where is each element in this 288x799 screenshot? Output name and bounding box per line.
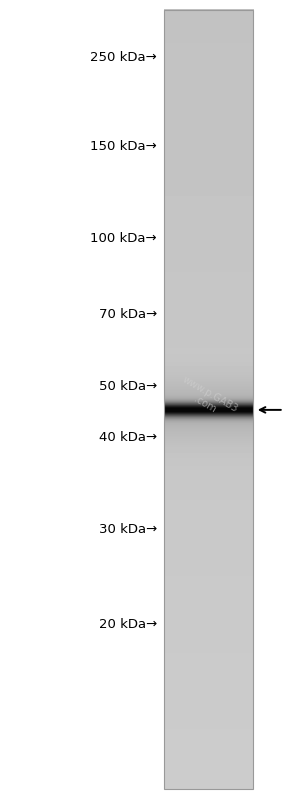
Text: 150 kDa→: 150 kDa→ <box>90 140 157 153</box>
Text: www.p.GAB3
.com: www.p.GAB3 .com <box>175 375 240 424</box>
Text: 100 kDa→: 100 kDa→ <box>90 232 157 244</box>
Text: 250 kDa→: 250 kDa→ <box>90 51 157 64</box>
Text: 40 kDa→: 40 kDa→ <box>99 431 157 444</box>
Bar <box>164 10 253 789</box>
Text: 70 kDa→: 70 kDa→ <box>99 308 157 320</box>
Text: 30 kDa→: 30 kDa→ <box>99 523 157 536</box>
Text: 20 kDa→: 20 kDa→ <box>99 618 157 631</box>
Text: 50 kDa→: 50 kDa→ <box>99 380 157 393</box>
